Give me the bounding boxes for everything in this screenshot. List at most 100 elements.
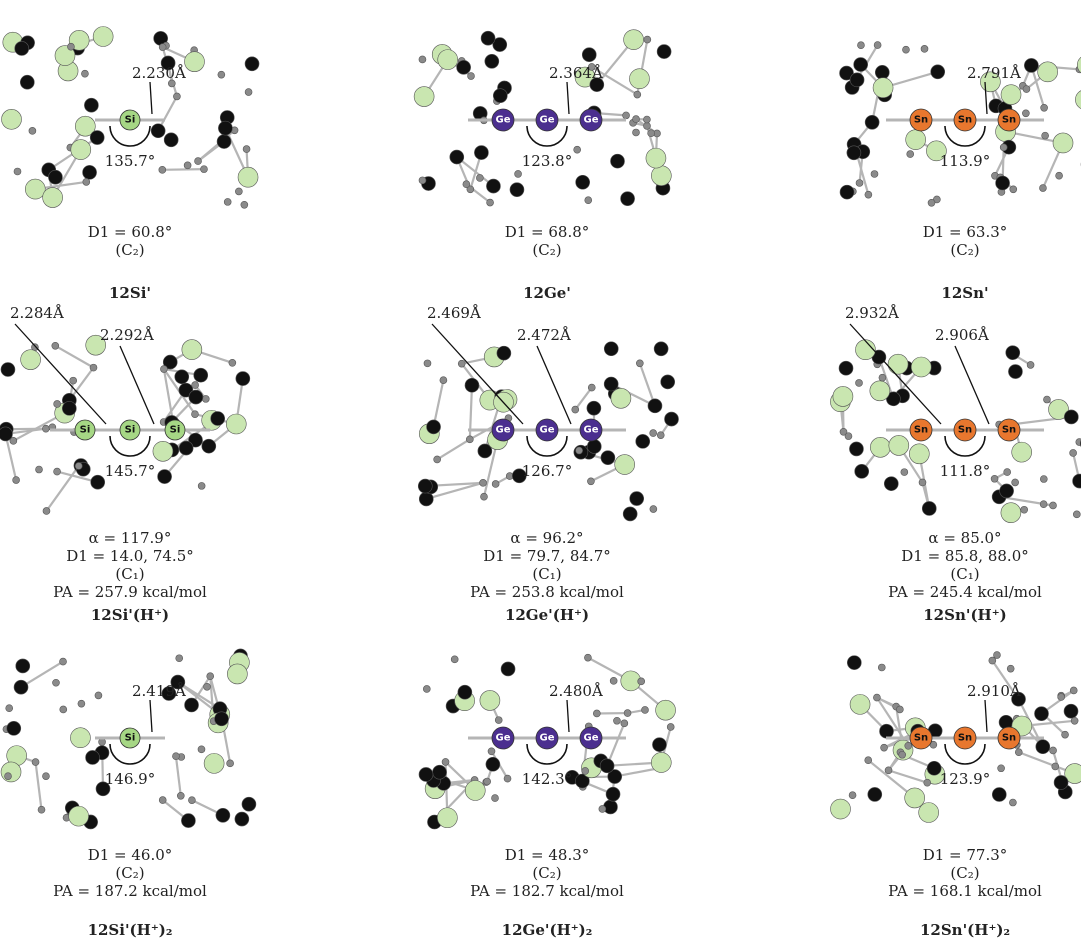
atom-sphere [926,760,942,776]
atom-sphere [632,115,640,123]
atom-sphere [503,774,512,783]
angle-label: 126.7° [522,462,572,480]
atom-sphere [491,480,500,488]
bond-arrow [849,323,942,425]
atom-sphere [645,147,667,169]
atom-sphere [184,697,199,713]
atom-sphere [483,777,491,786]
angle-label: 146.9° [105,770,155,788]
compound-name: 12Si' [109,284,151,302]
atom-sphere [197,745,206,754]
atom-sphere [492,37,508,52]
atom-sphere [1014,748,1023,757]
sn-atom [997,726,1021,750]
bond-line [174,756,182,796]
atom-sphere [24,178,46,200]
atom-label: Sn [914,425,928,436]
sn-atom [909,726,933,750]
atom-sphere [1049,746,1057,755]
atom-sphere [203,753,225,774]
bond-line [1030,65,1046,109]
si-atom [164,419,186,441]
atom-sphere [587,63,596,71]
atom-sphere [456,60,471,75]
atom-sphere [206,672,215,681]
atom-sphere [181,813,196,828]
bond-line [425,481,484,501]
structure-panel-9: Sn Sn Sn 2.910Å 123.9° D1 = 77.3°(C₂)PA = 168… [830,651,1081,939]
atom-label: Sn [958,733,972,744]
atom-sphere [587,477,595,486]
atom-label: Ge [540,115,555,126]
atom-sphere [13,679,29,695]
atom-sphere [609,677,618,685]
compound-name: 12Ge' [523,284,571,302]
atom-sphere [85,750,100,765]
atom-sphere [437,807,458,829]
atom-sphere [474,145,489,160]
atom-sphere [1035,739,1051,755]
atom-sphere [217,70,226,79]
caption-line: D1 = 85.8, 88.0° [901,547,1029,565]
atom-sphere [160,365,168,373]
atom-sphere [904,742,913,750]
atom-sphere [632,128,640,137]
ge-atom [535,726,559,750]
atom-sphere [92,26,114,47]
atom-sphere [479,690,501,711]
atom-sphere [584,653,592,662]
sn-atom [909,108,933,132]
atom-label: Sn [1002,733,1016,744]
bond-line [888,769,928,784]
atom-sphere [188,796,196,804]
atom-label: Si [170,425,181,436]
atom-sphere [839,427,848,436]
atom-sphere [218,120,233,136]
atom-sphere [418,767,434,782]
sn-atom [953,726,977,750]
atom-sphere [993,651,1001,659]
bond-length-label: 2.419Å [132,682,186,700]
atom-sphere [0,761,22,783]
atom-sphere [1043,395,1051,404]
atom-sphere [168,79,176,88]
atom-sphere [514,170,522,178]
bond-length-label: 2.364Å [549,64,603,82]
atom-sphere [422,685,431,693]
atom-sphere [883,476,899,491]
atom-sphere [584,196,593,205]
caption-line: (C₂) [115,241,144,259]
atom-sphere [990,474,999,483]
compound-name: 12Sn' [941,284,988,302]
atom-sphere [486,198,494,207]
atom-sphere [0,362,16,377]
atom-label: Si [125,115,136,126]
atom-sphere [150,123,166,139]
atom-sphere [581,767,589,775]
angle-label: 145.7° [105,462,155,480]
atom-label: Ge [584,425,599,436]
atom-sphere [620,719,629,728]
atom-sphere [457,684,473,700]
atom-sphere [162,354,178,370]
atom-sphere [999,143,1008,152]
atom-sphere [905,129,926,150]
caption-line: (C₁) [115,565,144,583]
atom-sphere [641,706,649,714]
sn-atom [997,418,1021,442]
atom-sphere [849,694,871,715]
atom-sphere [216,134,232,149]
atom-sphere [85,334,107,356]
caption-line: PA = 257.9 kcal/mol [53,583,207,601]
structure-panel-2: Ge Ge Ge 2.364Å 123.8° D1 = 68.8°(C₂) 12Ge' [413,29,672,302]
bond-arrow [984,699,988,733]
atom-sphere [653,341,669,357]
atom-sphere [918,478,927,487]
atom-sphere [1011,691,1026,707]
caption-line: α = 117.9° [89,529,172,547]
atom-sphere [158,796,167,804]
atom-sphere [1069,449,1077,457]
atom-sphere [197,482,206,490]
atom-sphere [225,413,247,435]
angle-label: 111.8° [940,462,990,480]
